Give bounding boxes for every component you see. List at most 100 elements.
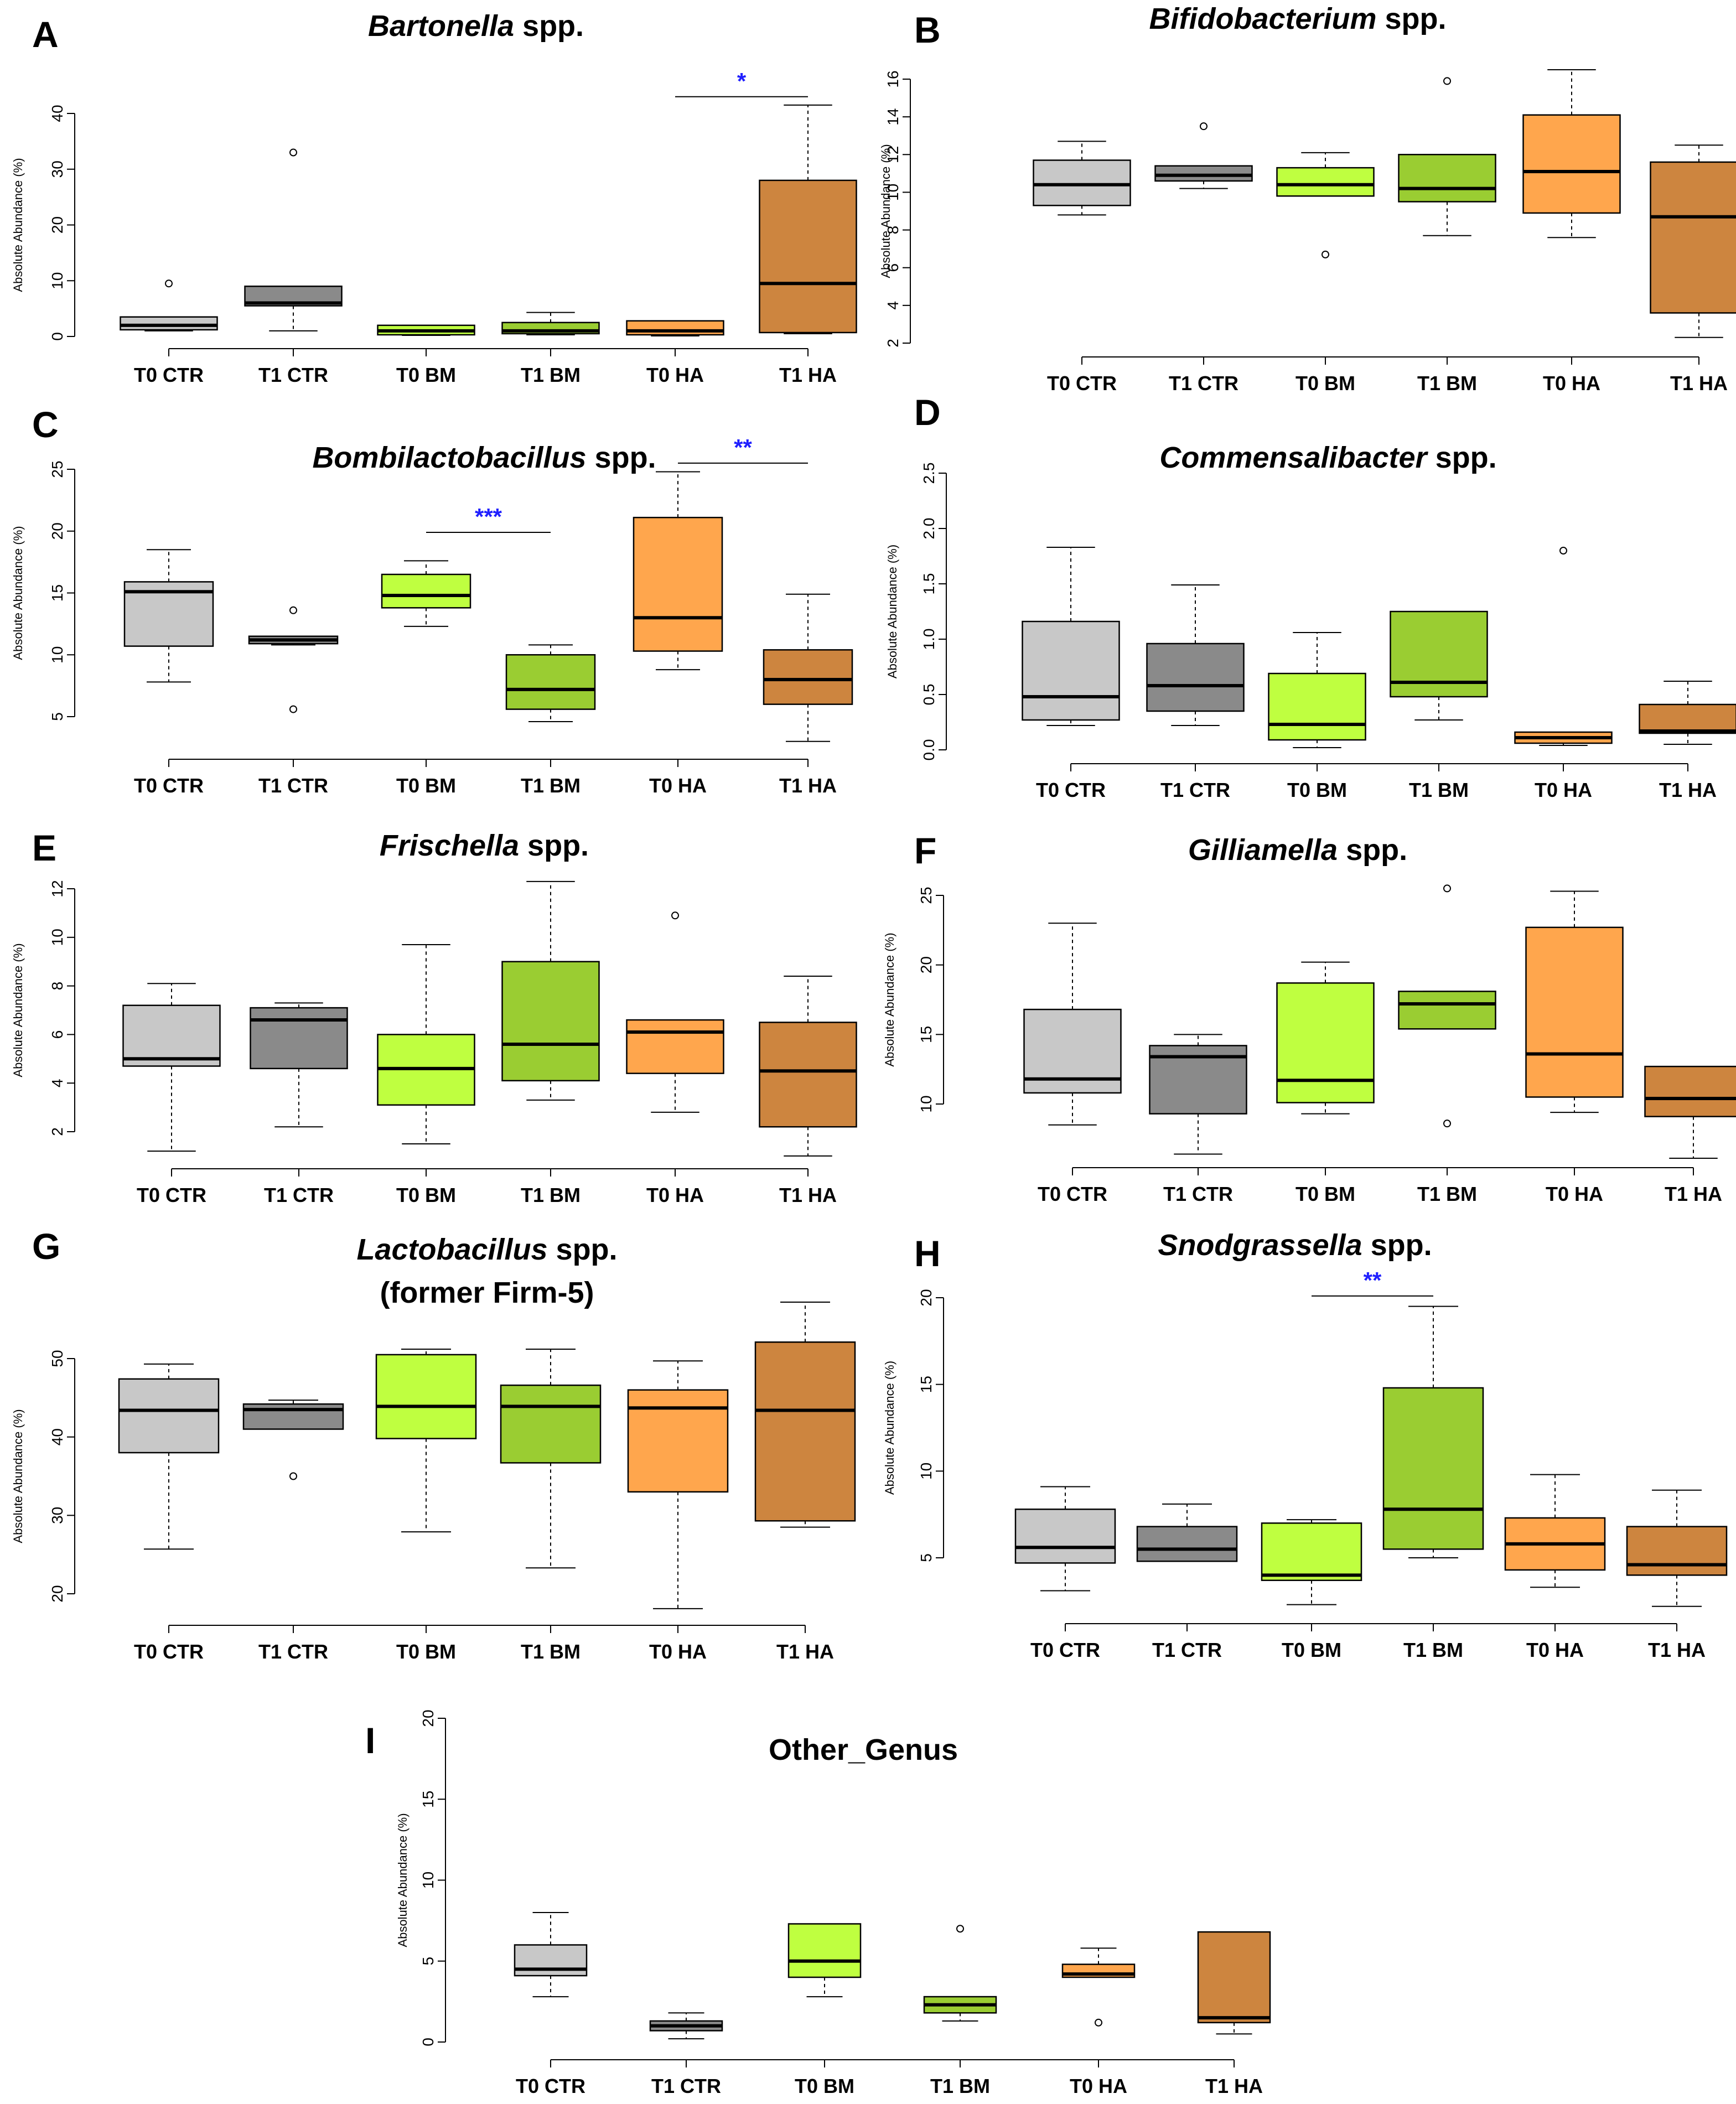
category-label: T0 HA — [649, 1640, 707, 1663]
y-axis-title: Absolute Abundance (%) — [11, 1409, 25, 1543]
box-t1-bm: T1 BM — [1398, 884, 1496, 1205]
panel-b: B Bifidobacterium spp. 2 4 6 8 10 12 14 16 Absolut… — [879, 2, 1736, 395]
category-label: T1 HA — [1205, 2075, 1263, 2097]
box-body — [1525, 926, 1624, 1098]
category-label: T1 BM — [521, 1640, 581, 1663]
box-t0-ctr: T0 CTR — [1033, 141, 1131, 395]
chart-title: Bombilactobacillus spp. — [312, 441, 656, 474]
category-label: T1 HA — [1648, 1639, 1706, 1661]
box-t0-bm: T0 BM — [1261, 1519, 1362, 1661]
box-t0-bm: T0 BM — [375, 1349, 477, 1663]
category-label: T1 HA — [1659, 779, 1717, 801]
box-body — [500, 1384, 602, 1464]
box-body — [1154, 165, 1253, 182]
box-body — [1197, 1931, 1271, 2024]
y-tick-label: 8 — [884, 226, 901, 235]
category-label: T0 HA — [646, 364, 704, 386]
y-tick-label: 10 — [918, 1463, 935, 1480]
y-tick-label: 10 — [49, 929, 66, 946]
title-suffix: spp. — [548, 1233, 618, 1266]
box-body — [759, 179, 857, 334]
box-t1-ctr: T1 CTR — [649, 2012, 723, 2097]
category-label: T0 BM — [1295, 1183, 1355, 1205]
title-genus: Snodgrassella — [1158, 1229, 1362, 1262]
title-genus: Commensalibacter — [1159, 441, 1428, 474]
chart-title: Bartonella spp. — [368, 9, 584, 43]
category-label: T1 HA — [779, 1184, 837, 1206]
y-tick-label: 2 — [884, 339, 901, 348]
category-label: T1 CTR — [1163, 1183, 1233, 1205]
y-tick-label: 10 — [419, 1872, 437, 1889]
box-t1-ha: T1 HA — [1650, 144, 1736, 395]
panel-c: C Bombilactobacillus spp. 5 10 15 20 25 Absolut… — [11, 404, 853, 797]
outlier-point — [1443, 1120, 1451, 1128]
box-t1-ctr: T1 CTR — [248, 606, 339, 797]
outlier-point — [289, 606, 297, 614]
title-genus: Other_Genus — [769, 1733, 958, 1766]
panel-letter: E — [32, 827, 56, 868]
category-label: T1 HA — [1665, 1183, 1722, 1205]
box-body — [1398, 154, 1496, 203]
outlier-point — [289, 1472, 297, 1480]
box-body — [763, 649, 853, 705]
box-t1-ha: T1 HA — [1639, 681, 1736, 801]
y-tick-label: 15 — [49, 584, 66, 602]
y-tick-label: 1.0 — [920, 629, 937, 650]
box-body — [1261, 1522, 1362, 1581]
box-t1-bm: T1 BM — [501, 312, 600, 386]
box-t1-ctr: T1 CTR — [1146, 584, 1245, 801]
panel-letter: F — [914, 830, 936, 871]
category-label: T1 CTR — [1160, 779, 1230, 801]
title-suffix: spp. — [587, 441, 656, 474]
box-t0-ha: T0 HA — [1504, 1474, 1606, 1661]
box-t0-ha: T0 HA — [1514, 547, 1613, 801]
box-t0-ha: T0 HA — [1522, 69, 1621, 395]
y-tick-label: 15 — [918, 1376, 935, 1393]
box-body — [381, 573, 471, 609]
box-body — [1398, 991, 1496, 1030]
y-tick-label: 5 — [419, 1957, 437, 1966]
chart-subtitle: (former Firm-5) — [380, 1276, 594, 1309]
title-suffix: spp. — [1338, 833, 1407, 867]
y-tick-label: 4 — [49, 1079, 66, 1087]
y-tick-label: 0 — [419, 2038, 437, 2046]
chart-title: Bifidobacterium spp. — [1149, 2, 1446, 35]
category-label: T1 BM — [1403, 1639, 1463, 1661]
outlier-point — [289, 148, 297, 157]
panel-e: E Frischella spp. 2 4 6 8 10 12 Absolute Abundan… — [11, 827, 857, 1206]
y-tick-label: 20 — [918, 956, 935, 973]
box-t0-bm: T0 BM — [377, 324, 475, 386]
y-tick-label: 20 — [918, 1289, 935, 1306]
box-t0-ha: T0 HA — [626, 911, 724, 1206]
y-tick-label: 10 — [49, 272, 66, 289]
y-tick-label: 10 — [884, 184, 901, 201]
box-t0-ctr: T0 CTR — [120, 279, 218, 386]
y-tick-label: 50 — [49, 1350, 66, 1367]
box-t1-bm: T1 BM — [923, 1925, 997, 2097]
category-label: T0 CTR — [134, 774, 204, 797]
category-label: T0 BM — [396, 364, 456, 386]
y-tick-label: 20 — [419, 1709, 437, 1727]
box-t0-bm: T0 BM — [1276, 961, 1375, 1205]
outlier-point — [1559, 547, 1567, 554]
category-label: T0 BM — [396, 1640, 456, 1663]
panel-g: G Lactobacillus spp. (former Firm-5) 20 30 40… — [11, 1226, 856, 1663]
panel-letter: D — [914, 392, 941, 433]
box-body — [250, 1007, 348, 1070]
category-label: T1 HA — [1670, 372, 1728, 395]
box-body — [1276, 982, 1375, 1103]
category-label: T0 HA — [1543, 372, 1600, 395]
box-t1-bm: T1 BM — [500, 1349, 602, 1663]
box-body — [1146, 642, 1245, 712]
outlier-point — [165, 279, 173, 288]
box-t1-ctr: T1 CTR — [244, 148, 343, 386]
title-genus: Bartonella — [368, 9, 514, 43]
y-tick-label: 2.5 — [920, 463, 937, 484]
y-axis-title: Absolute Abundance (%) — [396, 1813, 410, 1947]
category-label: T0 BM — [795, 2075, 854, 2097]
panel-letter: G — [32, 1226, 60, 1267]
category-label: T1 BM — [930, 2075, 990, 2097]
outlier-point — [1200, 122, 1208, 131]
panel-letter: I — [365, 1720, 375, 1761]
